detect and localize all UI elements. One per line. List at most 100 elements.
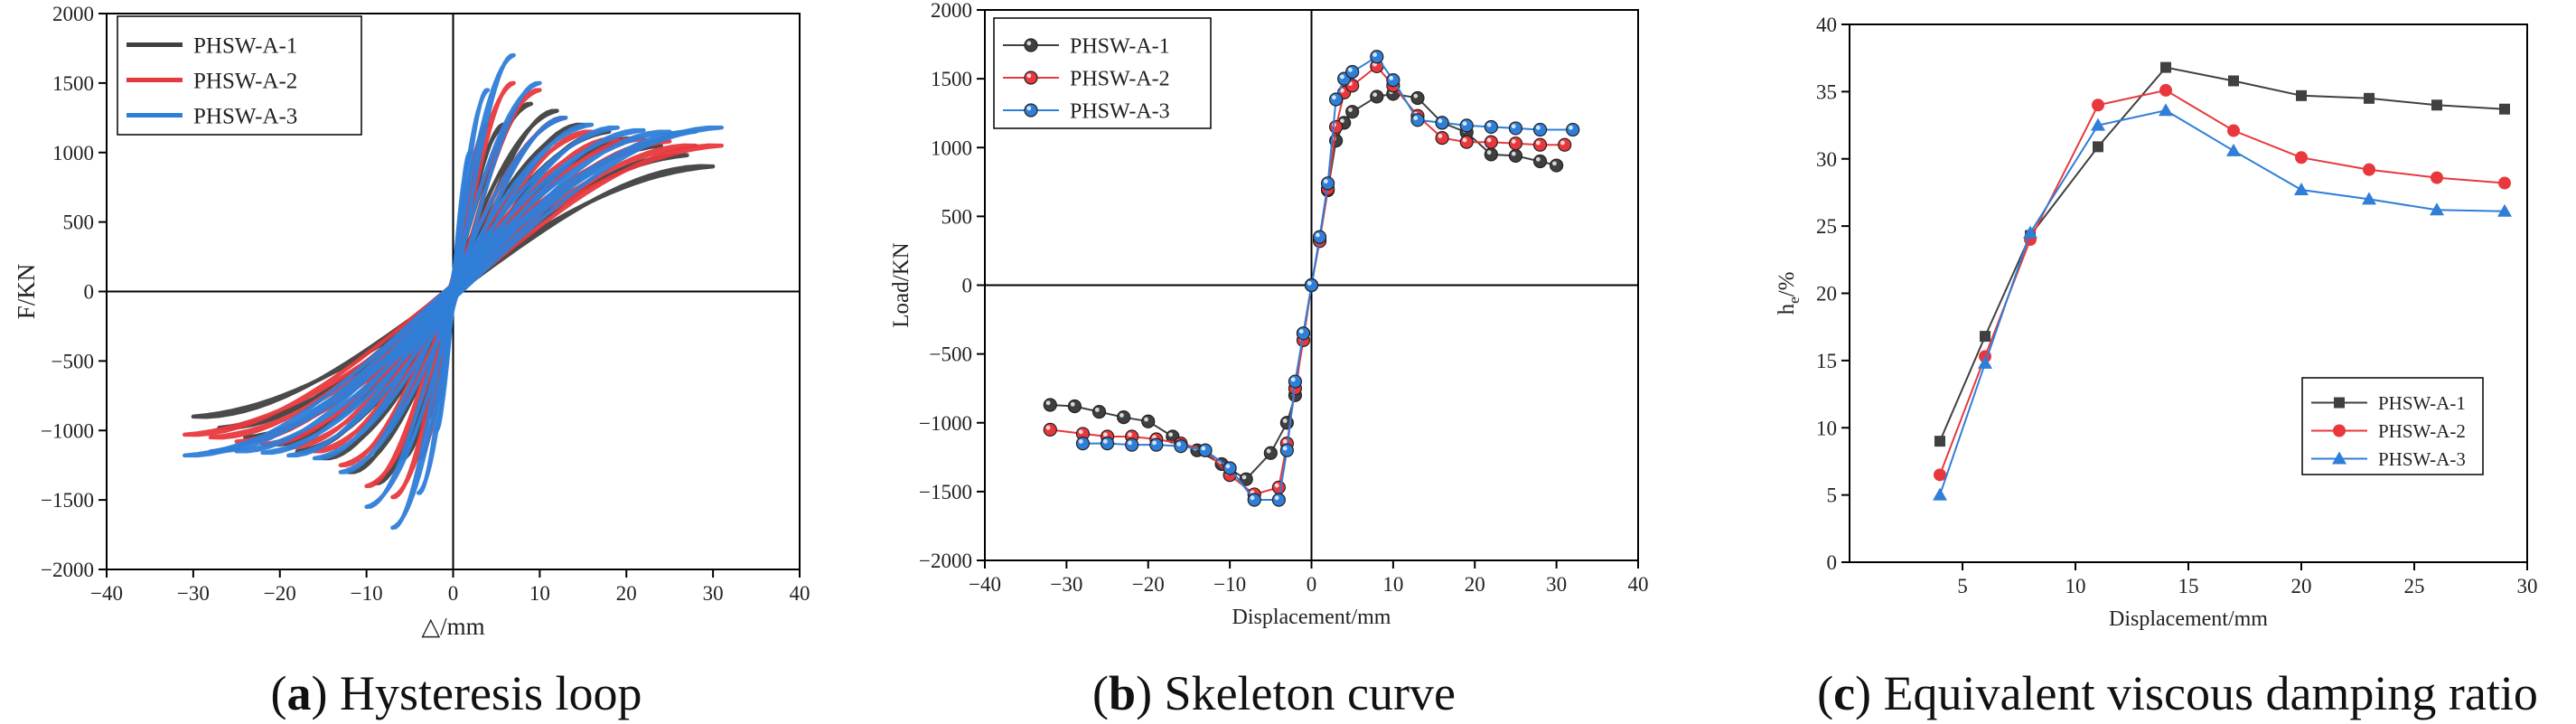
point-highlight xyxy=(1168,432,1174,437)
point-highlight xyxy=(1389,76,1394,80)
point-highlight xyxy=(1413,116,1419,121)
data-point xyxy=(2227,124,2240,137)
legend-label: PHSW-A-1 xyxy=(1070,34,1170,58)
point-highlight xyxy=(1102,432,1108,437)
point-highlight xyxy=(1152,440,1157,446)
data-point xyxy=(2332,451,2347,465)
data-point xyxy=(1043,398,1057,412)
point-highlight xyxy=(1128,432,1132,437)
x-tick-label: 30 xyxy=(2517,575,2538,597)
data-point xyxy=(2362,192,2376,205)
point-highlight xyxy=(1340,74,1344,80)
y-tick-label: 1500 xyxy=(52,72,94,95)
data-point xyxy=(2226,143,2241,156)
y-tick-label: 500 xyxy=(941,205,973,228)
caption-b-letter: b xyxy=(1109,666,1136,720)
point-highlight xyxy=(1045,425,1051,430)
legend-label: PHSW-A-1 xyxy=(193,33,297,58)
data-point xyxy=(1247,493,1261,507)
data-point xyxy=(1980,331,1991,343)
point-highlight xyxy=(1486,137,1492,143)
x-tick-label: 20 xyxy=(2291,575,2312,597)
data-point xyxy=(1484,119,1498,135)
point-highlight xyxy=(1119,413,1124,418)
x-tick-label: 20 xyxy=(1465,573,1485,596)
y-tick-label: 1500 xyxy=(931,68,972,90)
point-highlight xyxy=(1535,125,1541,130)
y-axis-label-main: h xyxy=(1775,303,1799,315)
point-highlight xyxy=(1225,464,1231,469)
data-point xyxy=(1141,414,1156,428)
data-point xyxy=(1508,148,1523,163)
point-highlight xyxy=(1282,438,1288,444)
y-tick-label: −1000 xyxy=(919,412,972,435)
point-highlight xyxy=(1274,483,1279,488)
data-point xyxy=(1149,437,1164,452)
x-tick-label: 30 xyxy=(1546,573,1567,596)
x-axis-label: Displacement/mm xyxy=(1232,606,1391,629)
panel-hysteresis-loop: −40 −30 −20 −10 0 10 20 30 40 −2000 −1500 −1000 −500… xyxy=(13,3,810,640)
point-highlight xyxy=(1535,140,1541,146)
x-tick-label: −20 xyxy=(1132,573,1165,596)
legend-label: PHSW-A-2 xyxy=(2378,420,2466,442)
x-tick-label: 0 xyxy=(448,582,459,605)
point-highlight xyxy=(1078,429,1083,435)
data-point xyxy=(2295,151,2308,165)
point-highlight xyxy=(1413,93,1419,99)
legend-label: PHSW-A-2 xyxy=(193,69,297,93)
data-point xyxy=(1508,121,1523,136)
caption-a-text: Hysteresis loop xyxy=(340,666,642,720)
plot-frame xyxy=(1849,24,2528,563)
data-point xyxy=(1296,326,1311,341)
data-point xyxy=(1978,355,1992,369)
y-tick-label: 500 xyxy=(63,212,95,234)
y-tick-label: −1500 xyxy=(41,489,94,512)
data-point xyxy=(1532,154,1548,169)
point-highlight xyxy=(1535,156,1541,162)
data-point xyxy=(1075,436,1091,451)
x-tick-label: −40 xyxy=(969,573,1001,596)
y-tick-label: −500 xyxy=(930,343,972,366)
point-highlight xyxy=(1486,150,1492,155)
legend-label: PHSW-A-3 xyxy=(1070,99,1170,123)
data-point xyxy=(1484,135,1498,149)
y-tick-label: 1000 xyxy=(931,136,972,159)
y-axis-label-suffix: /% xyxy=(1775,272,1799,297)
data-point xyxy=(1532,137,1548,152)
data-point xyxy=(2159,103,2173,117)
point-highlight xyxy=(1552,161,1557,166)
y-axis-label: F/KN xyxy=(13,264,40,320)
data-point xyxy=(1117,410,1131,425)
y-tick-label: 0 xyxy=(84,281,95,304)
point-highlight xyxy=(1372,92,1377,98)
y-tick-label: 2000 xyxy=(52,3,94,25)
y-tick-label: 30 xyxy=(1816,148,1837,171)
y-tick-label: 5 xyxy=(1827,484,1838,507)
caption-b-text: Skeleton curve xyxy=(1165,666,1456,720)
data-point xyxy=(1091,404,1107,419)
x-tick-label: 10 xyxy=(529,582,550,605)
caption-c-text: Equivalent viscous damping ratio xyxy=(1884,666,2538,720)
x-tick-label: −10 xyxy=(1213,573,1246,596)
y-tick-label: −1000 xyxy=(41,419,94,442)
data-point xyxy=(1435,130,1449,146)
data-point xyxy=(1934,468,1946,482)
point-highlight xyxy=(1462,137,1467,143)
y-tick-label: 0 xyxy=(962,275,973,297)
data-point xyxy=(1320,176,1335,191)
point-highlight xyxy=(1438,118,1443,124)
data-point xyxy=(1279,443,1294,457)
caption-c-letter: c xyxy=(1833,666,1855,720)
data-point xyxy=(1125,437,1139,452)
x-tick-label: 10 xyxy=(1382,573,1403,596)
x-tick-label: 30 xyxy=(703,582,724,605)
data-point xyxy=(1024,38,1038,52)
x-tick-label: 25 xyxy=(2404,575,2425,597)
data-point xyxy=(2092,99,2104,112)
data-point xyxy=(1024,71,1038,85)
point-highlight xyxy=(1348,108,1353,112)
data-point xyxy=(2333,424,2346,437)
data-point xyxy=(1329,92,1344,107)
panel-damping-ratio: 5 10 15 20 25 30 0 5 10 15 20 25 30 35 40 Displacement/… xyxy=(1775,14,2538,631)
legend-label: PHSW-A-1 xyxy=(2378,392,2466,414)
